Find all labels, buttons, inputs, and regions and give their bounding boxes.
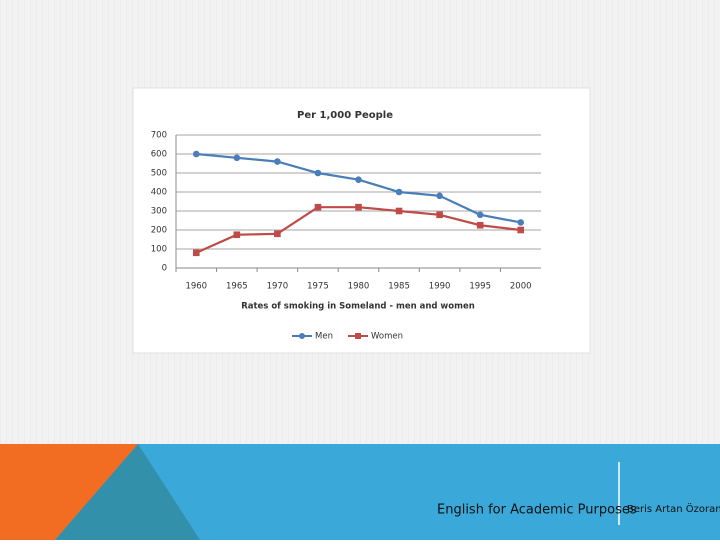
marker — [314, 169, 322, 177]
marker — [314, 203, 322, 211]
y-tick-label: 200 — [151, 226, 167, 236]
footer-teal — [55, 444, 200, 540]
marker — [233, 231, 241, 239]
marker — [355, 176, 362, 183]
x-axis-label: Rates of smoking in Someland - men and w… — [241, 302, 475, 312]
x-tick-label: 1985 — [388, 282, 410, 292]
marker — [476, 221, 484, 229]
y-tick-label: 400 — [151, 188, 167, 198]
x-tick-label: 1965 — [226, 282, 248, 292]
x-tick-label: 1975 — [307, 282, 329, 292]
marker — [233, 154, 241, 162]
footer-course: English for Academic Purposes — [437, 503, 637, 518]
x-tick-label: 1960 — [185, 282, 207, 292]
legend-marker — [355, 333, 361, 339]
x-tick-label: 1995 — [469, 282, 491, 292]
marker — [274, 230, 281, 238]
marker — [517, 226, 525, 234]
marker — [395, 188, 403, 196]
marker — [395, 207, 403, 215]
marker — [274, 158, 281, 165]
y-tick-label: 0 — [162, 264, 167, 274]
legend-label: Men — [315, 332, 333, 342]
marker — [192, 249, 200, 257]
y-tick-label: 600 — [151, 150, 167, 160]
legend-label: Women — [371, 332, 403, 342]
marker — [476, 211, 484, 219]
marker — [355, 203, 362, 211]
y-tick-label: 500 — [151, 169, 167, 179]
x-tick-label: 2000 — [510, 282, 532, 292]
marker — [192, 150, 200, 158]
y-tick-label: 300 — [151, 207, 167, 217]
chart-title: Per 1,000 People — [297, 110, 393, 121]
footer-orange — [0, 444, 138, 540]
x-tick-label: 1980 — [348, 282, 370, 292]
y-tick-label: 100 — [151, 245, 167, 255]
footer-author: Beris Artan Özoran — [627, 502, 720, 515]
legend-marker — [299, 333, 305, 339]
marker — [436, 192, 443, 200]
marker — [517, 219, 525, 226]
y-tick-label: 700 — [151, 131, 167, 141]
x-tick-label: 1990 — [429, 282, 451, 292]
x-tick-label: 1970 — [267, 282, 289, 292]
marker — [436, 211, 443, 219]
